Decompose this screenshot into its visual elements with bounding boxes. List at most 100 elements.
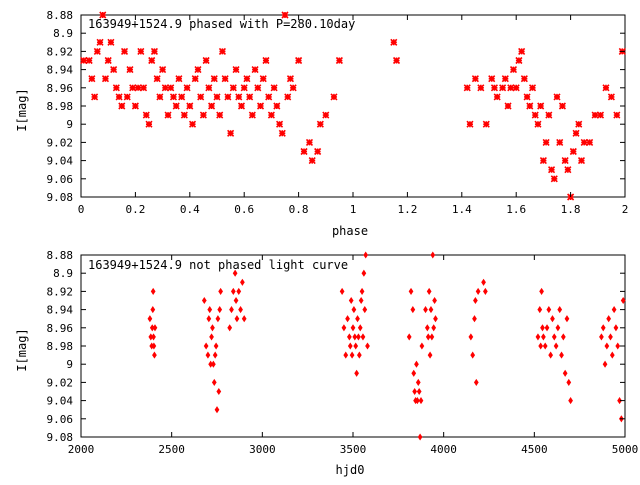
phased-data-point (537, 102, 545, 110)
phased-data-point (526, 102, 534, 110)
phased-data-point (286, 75, 295, 83)
phased-data-point (205, 84, 213, 92)
unphased-data-point (201, 296, 207, 305)
phased-data-point (104, 56, 112, 65)
unphased-y-tick-label: 8.88 (47, 249, 74, 262)
phased-data-point (240, 84, 248, 92)
unphased-data-point (411, 369, 417, 377)
phased-y-tick-label: 8.88 (47, 9, 74, 22)
unphased-data-point (432, 296, 437, 305)
unphased-axis-ticks: 2000 2500 3000 3500 4000 4500 5000 8.88 8.9 8.92 8… (47, 249, 639, 456)
unphased-data-point (426, 287, 432, 295)
phased-x-tick-label: 0.2 (125, 203, 145, 216)
phased-data-point (539, 157, 547, 165)
unphased-data-point (356, 351, 362, 359)
phased-data-point (572, 129, 580, 137)
unphased-data-point (557, 306, 563, 314)
unphased-data-point (548, 351, 554, 359)
phased-data-point (528, 84, 537, 92)
unphased-y-tick-label: 9 (66, 358, 73, 371)
phased-data-point (180, 111, 188, 119)
phased-data-point (471, 75, 479, 83)
phased-y-axis-label: I[mag] (15, 88, 29, 131)
phased-data-point (207, 102, 216, 110)
phased-data-point (553, 93, 561, 101)
phased-data-point (164, 111, 172, 119)
unphased-data-point (339, 287, 345, 295)
phased-y-tick-label: 9 (66, 118, 73, 131)
unphased-data-point (604, 342, 610, 350)
phased-data-point (126, 66, 134, 74)
unphased-data-point (602, 360, 608, 368)
phased-data-point (123, 93, 131, 101)
phased-data-point (607, 93, 615, 101)
unphased-data-point (356, 333, 361, 341)
phased-data-point (175, 75, 183, 83)
phased-data-point (545, 111, 553, 119)
phased-data-point (202, 56, 210, 65)
unphased-y-axis-label: I[mag] (15, 328, 29, 371)
unphased-data-point (238, 306, 243, 314)
unphased-data-point (617, 397, 622, 405)
phased-data-point (558, 102, 567, 110)
unphased-data-point (538, 342, 544, 350)
phased-data-point (523, 93, 531, 101)
phased-data-point (112, 84, 120, 92)
unphased-x-axis-label: hjd0 (336, 463, 365, 477)
phased-data-point (216, 111, 224, 119)
unphased-x-tick-label: 3000 (249, 443, 276, 456)
phased-x-tick-label: 0.6 (234, 203, 254, 216)
unphased-data-point (341, 324, 347, 332)
unphased-data-point (361, 269, 367, 277)
unphased-data-point (553, 342, 559, 350)
unphased-data-point (546, 306, 552, 314)
phased-data-point (227, 129, 235, 137)
phased-data-point (183, 84, 191, 92)
unphased-data-point (150, 306, 156, 314)
unphased-data-point (620, 296, 626, 305)
phased-data-point (314, 147, 322, 156)
unphased-data-point (433, 315, 438, 323)
phased-x-tick-label: 0.4 (180, 203, 200, 216)
phased-x-tick-label: 1.4 (452, 203, 472, 216)
unphased-data-point (347, 342, 353, 350)
unphased-data-point (150, 287, 156, 295)
unphased-data-point (206, 315, 212, 323)
unphased-y-tick-label: 9.02 (47, 376, 74, 389)
phased-data-point (542, 138, 550, 146)
phased-data-point (259, 75, 267, 83)
phased-data-point (547, 166, 556, 174)
unphased-data-point (428, 306, 434, 314)
phased-data-point (273, 102, 281, 110)
phased-data-point (278, 129, 286, 137)
phased-data-point (493, 93, 501, 101)
phased-data-point (237, 102, 246, 110)
unphased-x-tick-label: 2000 (68, 443, 95, 456)
phased-data-point (561, 157, 569, 165)
unphased-data-point (408, 287, 414, 295)
unphased-data-point (359, 287, 365, 295)
phased-data-point (556, 138, 564, 146)
unphased-data-point (414, 360, 419, 368)
unphased-data-point (355, 315, 360, 323)
unphased-data-point (230, 287, 236, 295)
phased-data-point (256, 102, 265, 110)
phased-x-tick-label: 0.8 (289, 203, 309, 216)
phased-data-point (221, 75, 229, 83)
phased-data-point (254, 84, 262, 92)
phased-data-point (137, 47, 145, 55)
phased-data-point (591, 111, 599, 119)
unphased-data-point (473, 378, 479, 386)
phased-data-point (531, 111, 539, 119)
unphased-data-point (218, 287, 223, 295)
phased-data-point (145, 120, 153, 128)
phased-data-point (178, 93, 186, 101)
unphased-data-point (207, 306, 213, 314)
phased-data-point (520, 75, 528, 83)
phased-data-point (482, 120, 490, 128)
phased-x-tick-label: 2 (622, 203, 629, 216)
unphased-x-tick-label: 2500 (158, 443, 185, 456)
unphased-data-point (354, 369, 359, 377)
phased-data-point (490, 84, 499, 92)
